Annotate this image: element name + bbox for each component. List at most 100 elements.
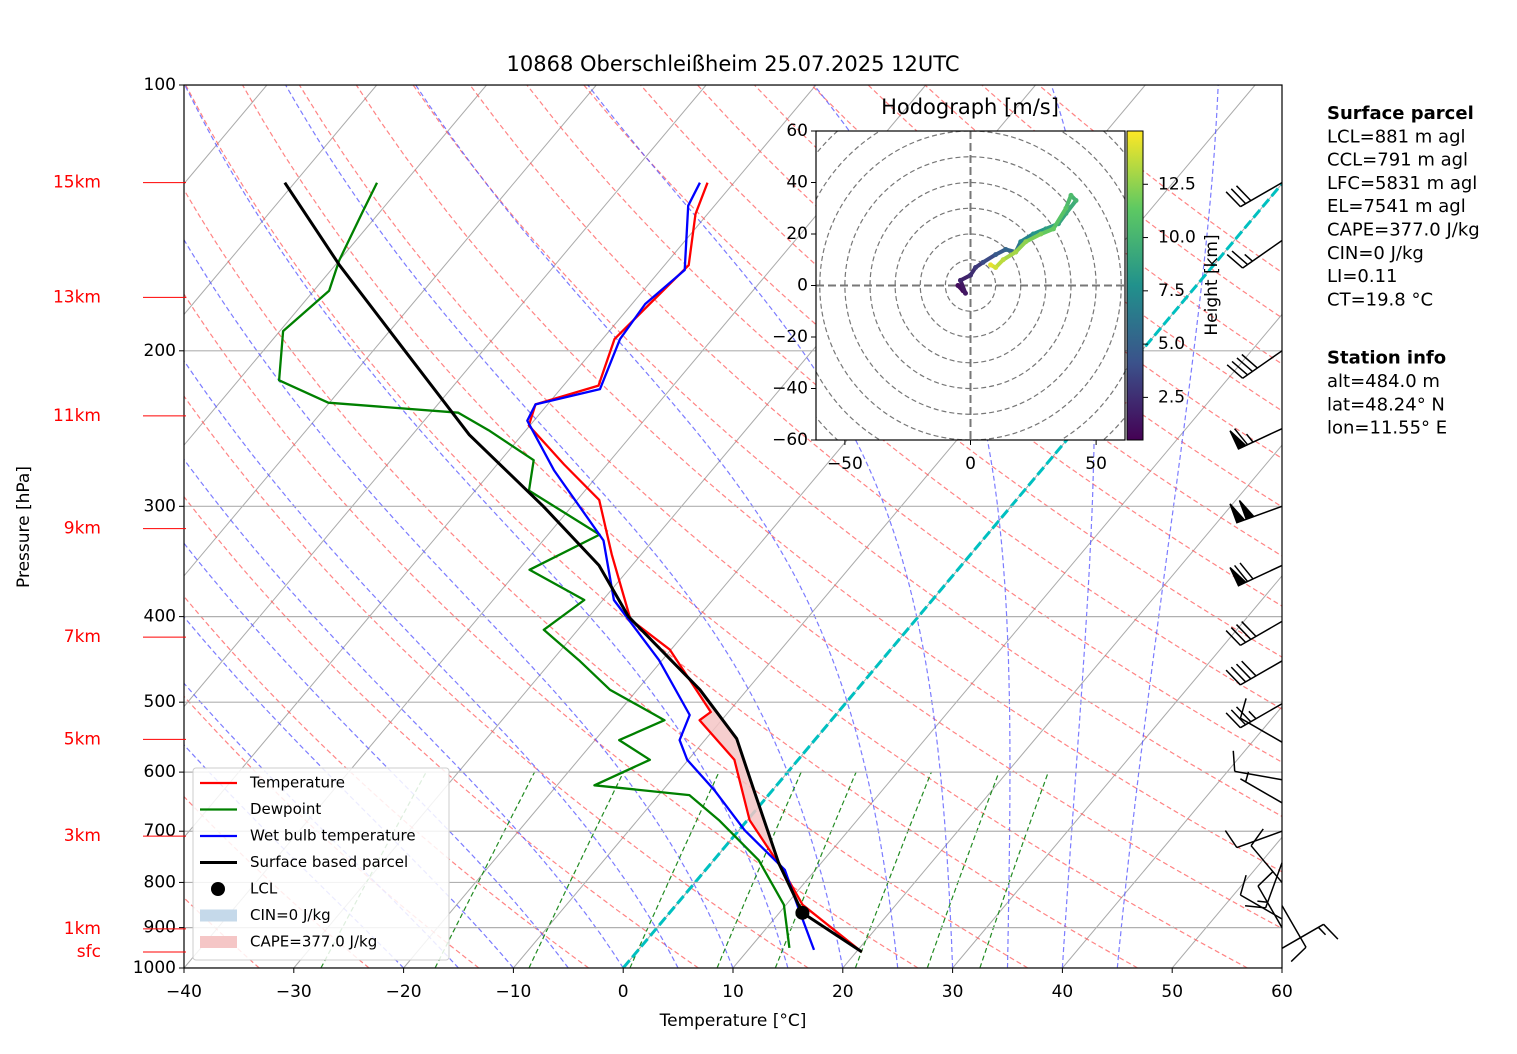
y-tick-label: 400: [144, 607, 176, 627]
hodo-point: [973, 264, 979, 270]
wind-barbs: [1224, 182, 1339, 963]
moist-adiabat: [184, 682, 459, 968]
x-tick-label: −10: [495, 982, 531, 1002]
x-tick-label: 0: [618, 982, 629, 1002]
x-tick-label: 0: [965, 454, 976, 474]
isotherm: [184, 85, 707, 708]
panel-line: CCL=791 m agl: [1327, 150, 1468, 171]
hodo-point: [1023, 239, 1029, 245]
height-label: 7km: [64, 627, 101, 647]
y-tick-label: 40: [786, 173, 808, 193]
height-label: 9km: [64, 519, 101, 539]
legend-box: [192, 767, 450, 961]
dry-adiabat: [469, 85, 1282, 763]
cape-area: [689, 679, 780, 866]
wind-barb: [1240, 771, 1283, 804]
dry-adiabat: [184, 595, 589, 968]
isotherm: [842, 444, 1282, 968]
y-tick-label: 60: [786, 121, 808, 141]
colorbar-label: Height [km]: [1202, 234, 1222, 335]
x-tick-label: 50: [1161, 982, 1183, 1002]
x-tick-label: 50: [1085, 454, 1107, 474]
wind-barb: [1239, 698, 1283, 743]
hodo-point: [957, 277, 963, 283]
panel-line: lon=11.55° E: [1327, 418, 1447, 439]
dry-adiabat: [412, 85, 1282, 818]
dry-adiabat: [184, 188, 1029, 968]
moist-adiabat: [184, 359, 679, 968]
y-tick-label: 0: [797, 276, 808, 296]
y-tick-label: 1000: [133, 958, 176, 978]
wind-barb: [1225, 703, 1283, 729]
profile-line: [277, 182, 791, 949]
mixing-ratio-line: [854, 771, 932, 968]
moist-adiabat: [184, 238, 734, 968]
isotherm: [184, 85, 378, 316]
hodo-point: [993, 252, 999, 258]
wind-barb: [1226, 350, 1283, 379]
hodo-point: [1073, 198, 1079, 204]
x-tick-label: −50: [827, 454, 863, 474]
x-tick-label: 10: [722, 982, 744, 1002]
panel-line: alt=484.0 m: [1327, 371, 1440, 392]
dry-adiabat: [355, 85, 1282, 873]
hodo-point: [1038, 231, 1044, 237]
legend-label: Wet bulb temperature: [250, 827, 416, 845]
hodo-point: [962, 290, 968, 296]
dry-adiabat: [184, 897, 260, 968]
y-tick-label: 500: [144, 692, 176, 712]
panel-line: CIN=0 J/kg: [1327, 243, 1424, 264]
wind-barb: [1224, 830, 1283, 849]
freezing-isotherm: [622, 181, 1282, 968]
hodo-segment: [1063, 198, 1079, 216]
dry-adiabat: [184, 395, 809, 968]
profile-line: [283, 181, 863, 954]
hodo-point: [968, 272, 973, 278]
chart-title: 10868 Oberschleißheim 25.07.2025 12UTC: [507, 52, 960, 76]
x-tick-label: 60: [1271, 982, 1293, 1002]
legend-label: Temperature: [249, 774, 345, 792]
isotherm: [952, 575, 1282, 968]
height-label: 5km: [64, 729, 101, 749]
height-label: sfc: [77, 942, 101, 962]
isotherm: [1281, 967, 1282, 968]
colorbar-tick-label: 12.5: [1158, 174, 1196, 194]
x-tick-label: 20: [832, 982, 854, 1002]
mixing-ratio-line: [629, 771, 720, 968]
panel-line: LCL=881 m agl: [1327, 126, 1466, 147]
moist-adiabat: [184, 616, 514, 968]
legend-swatch: [200, 936, 237, 948]
x-tick-label: −30: [276, 982, 312, 1002]
isotherm: [1062, 705, 1282, 968]
panel-heading: Surface parcel: [1327, 103, 1474, 124]
legend-label: CIN=0 J/kg: [250, 906, 331, 924]
y-tick-label: 20: [786, 224, 808, 244]
x-tick-label: −40: [166, 982, 202, 1002]
plot-area: [277, 181, 863, 954]
wind-barb: [1250, 828, 1283, 883]
wind-barb: [1229, 562, 1283, 587]
hodo-point: [1013, 249, 1019, 255]
y-tick-label: −60: [772, 430, 808, 450]
legend: Temperature Dewpoint Wet bulb temperature S…: [200, 774, 416, 951]
hodo-point: [1000, 257, 1006, 263]
panel-line: CAPE=377.0 J/kg: [1327, 220, 1480, 241]
hodo-point: [1003, 246, 1009, 252]
panel-line: CT=19.8 °C: [1327, 289, 1433, 310]
hodograph-area: [816, 131, 1125, 440]
wind-barb: [1232, 750, 1283, 781]
colorbar-tick-label: 10.0: [1158, 228, 1196, 248]
moist-adiabat: [184, 542, 569, 968]
dry-adiabat: [298, 85, 1282, 930]
wind-barb: [1281, 905, 1307, 963]
height-label: 1km: [64, 919, 101, 939]
height-label: 13km: [53, 287, 101, 307]
height-label: 11km: [53, 406, 101, 426]
y-tick-label: 300: [144, 496, 176, 516]
y-tick-label: 100: [144, 75, 176, 95]
dry-adiabat: [184, 495, 699, 968]
legend-label: Surface based parcel: [250, 853, 408, 871]
